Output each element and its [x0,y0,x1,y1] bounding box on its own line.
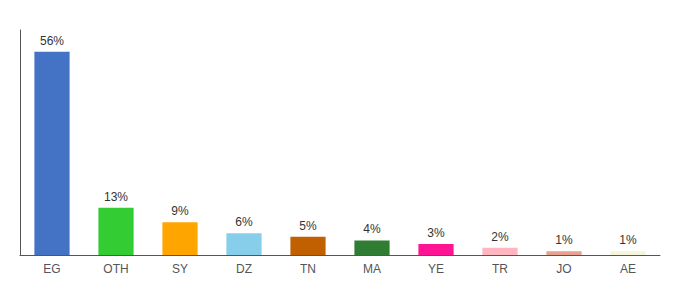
svg-text:TR: TR [492,262,508,276]
svg-text:1%: 1% [555,233,573,247]
svg-text:5%: 5% [299,219,317,233]
svg-text:9%: 9% [171,204,189,218]
svg-text:OTH: OTH [103,262,128,276]
svg-text:1%: 1% [619,233,637,247]
svg-text:6%: 6% [235,215,253,229]
svg-text:13%: 13% [104,190,128,204]
svg-text:EG: EG [43,262,60,276]
svg-text:3%: 3% [427,226,445,240]
svg-text:YE: YE [428,262,444,276]
svg-text:4%: 4% [363,222,381,236]
svg-text:2%: 2% [491,230,509,244]
svg-text:TN: TN [300,262,316,276]
svg-text:JO: JO [556,262,571,276]
svg-text:AE: AE [620,262,636,276]
svg-text:SY: SY [172,262,188,276]
svg-text:56%: 56% [40,34,64,48]
svg-text:DZ: DZ [236,262,252,276]
svg-text:MA: MA [363,262,381,276]
